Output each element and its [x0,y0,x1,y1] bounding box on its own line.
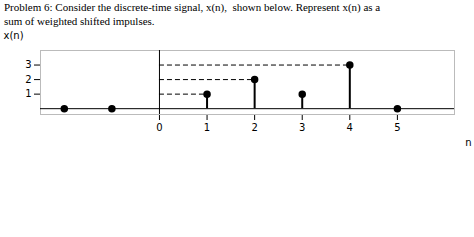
html-text:Problem 6: Consider the discre: Problem 6: Consider the discrete-time si… [4,1,381,13]
svg-text:1: 1 [25,88,31,99]
svg-text:n: n [465,137,471,148]
svg-text:3: 3 [299,122,305,133]
svg-text:2: 2 [251,122,257,133]
svg-text:3: 3 [25,59,31,70]
svg-text:5: 5 [394,122,400,133]
svg-text:1: 1 [204,122,210,133]
html-text:sum of weighted shifted impuls: sum of weighted shifted impulses. [4,15,155,27]
svg-text:x(n): x(n) [4,30,24,41]
svg-text:4: 4 [347,122,353,133]
svg-text:0: 0 [156,122,162,133]
svg-text:2: 2 [25,74,31,85]
